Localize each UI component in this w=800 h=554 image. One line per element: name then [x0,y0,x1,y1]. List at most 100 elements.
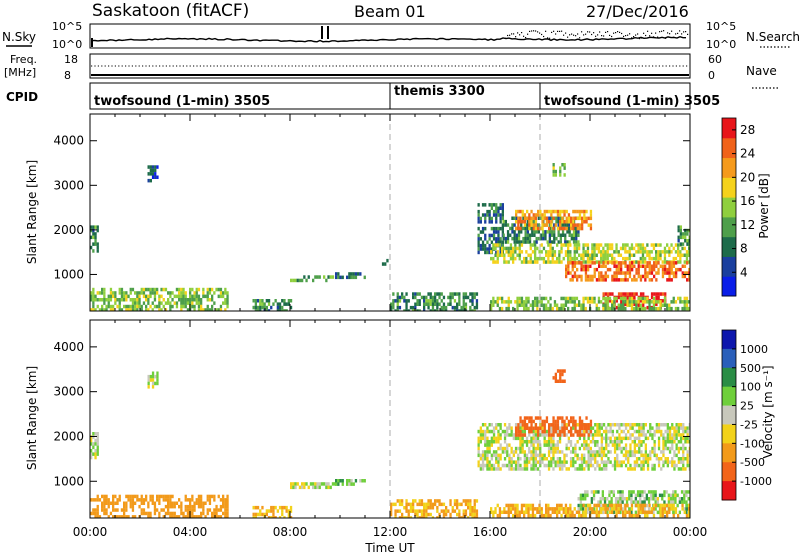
heatmap-cell [519,429,522,434]
heatmap-cell [503,440,507,444]
heatmap-cell [630,243,634,247]
heatmap-cell [664,440,667,444]
heatmap-cell [635,260,638,264]
heatmap-cell [414,499,417,503]
heatmap-cell [512,450,515,454]
heatmap-cell [571,278,574,282]
heatmap-cell [666,457,669,461]
heatmap-cell [508,463,511,468]
heatmap-cell [525,453,529,458]
heatmap-cell [543,426,546,430]
heatmap-cell [407,516,410,518]
heatmap-cell [681,253,684,257]
heatmap-cell [337,272,340,276]
heatmap-cell [670,278,673,282]
heatmap-cell [658,493,662,498]
heatmap-cell [578,429,582,434]
heatmap-cell [604,510,607,514]
cpid-panel: CPID twofsound (1-min) 3505 themis 3300 … [6,82,720,110]
heatmap-cell [305,482,308,486]
heatmap-cell [619,497,622,501]
heatmap-cell [641,300,645,304]
heatmap-cell [633,423,636,427]
heatmap-cell [517,436,520,441]
heatmap-cell [495,237,498,241]
heatmap-cell [563,163,566,167]
heatmap-cell [449,292,452,296]
heatmap-cell [606,256,609,261]
heatmap-cell [112,494,115,499]
heatmap-cell [672,300,675,304]
heatmap-cell [582,246,585,251]
heatmap-cell [554,463,557,468]
heatmap-cell [390,309,393,311]
heatmap-cell [668,429,672,434]
heatmap-cell [535,230,538,234]
heatmap-cell [567,306,570,311]
heatmap-cell [584,490,587,494]
heatmap-cell [147,172,150,176]
heatmap-cell [490,423,493,427]
heatmap-cell [554,223,557,227]
heatmap-cell [655,243,658,247]
heatmap-cell [578,223,582,227]
heatmap-cell [501,243,504,248]
heatmap-cell [479,440,482,444]
heatmap-cell [516,510,519,514]
heatmap-cell [142,508,146,512]
heatmap-cell [633,436,636,441]
heatmap-cell [686,433,689,437]
heatmap-cell [510,426,513,430]
heatmap-cell [438,512,441,517]
heatmap-cell [641,260,645,264]
heatmap-cell [571,300,574,304]
heatmap-cell [564,513,568,518]
heatmap-cell [189,501,192,505]
heatmap-cell [662,463,665,468]
heatmap-cell [550,440,553,444]
heatmap-cell [616,423,619,427]
heatmap-cell [613,256,616,261]
heatmap-cell [197,308,201,311]
heatmap-cell [597,296,601,301]
heatmap-cell [573,306,576,311]
heatmap-cell [252,299,255,303]
heatmap-cell [545,209,549,214]
heatmap-cell [511,223,514,227]
heatmap-cell [581,216,584,221]
heatmap-cell [608,507,611,511]
heatmap-cell [158,498,161,502]
heatmap-cell [565,271,568,275]
heatmap-cell [598,426,601,430]
heatmap-cell [142,501,146,505]
heatmap-cell [287,509,290,513]
heatmap-cell [92,511,95,516]
heatmap-cell [679,436,683,441]
heatmap-cell [103,301,106,305]
heatmap-cell [621,490,624,494]
heatmap-cell [561,426,564,430]
heatmap-cell [348,272,351,276]
heatmap-cell [458,302,461,306]
heatmap-cell [90,452,93,456]
heatmap-cell [600,260,603,264]
heatmap-cell [679,440,683,444]
heatmap-cell [532,453,535,458]
heatmap-cell [414,509,417,513]
heatmap-cell [644,453,647,458]
heatmap-cell [591,261,594,265]
heatmap-cell [92,294,95,299]
heatmap-cell [633,260,636,264]
heatmap-cell [145,308,148,311]
heatmap-cell [449,299,452,303]
heatmap-cell [436,305,439,310]
heatmap-cell [637,507,640,511]
nsearch-point [603,35,605,37]
heatmap-cell [464,512,468,517]
heatmap-cell [323,482,326,486]
heatmap-cell [525,436,529,441]
heatmap-cell [511,226,514,231]
heatmap-cell [492,213,496,217]
